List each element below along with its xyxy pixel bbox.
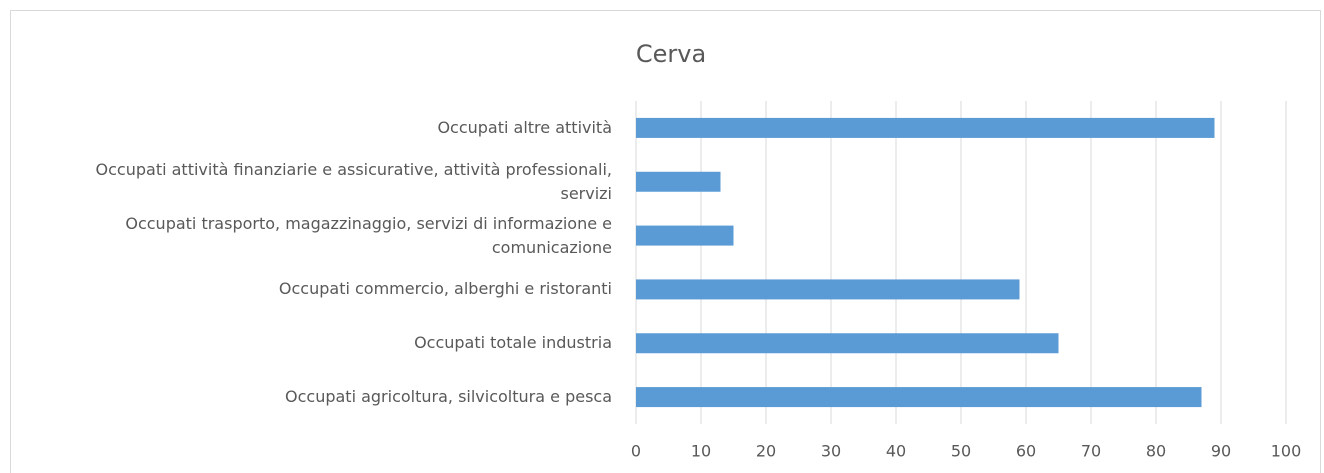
x-tick-label: 20 [756, 442, 776, 461]
x-tick-label: 40 [886, 442, 906, 461]
x-tick-label: 0 [631, 442, 641, 461]
y-tick-label: Occupati totale industria [414, 333, 612, 353]
bar [636, 225, 734, 246]
bar [636, 387, 1202, 408]
y-tick-label: Occupati trasporto, magazzinaggio, servi… [125, 213, 612, 257]
bar [636, 171, 721, 192]
x-tick-label: 30 [821, 442, 841, 461]
bar [636, 333, 1059, 354]
chart-title: Cerva [636, 40, 706, 68]
y-tick-label: Occupati agricoltura, silvicoltura e pes… [285, 387, 612, 407]
x-tick-label: 90 [1211, 442, 1231, 461]
x-tick-label: 60 [1016, 442, 1036, 461]
y-tick-label: Occupati commercio, alberghi e ristorant… [278, 279, 612, 299]
x-tick-label: 70 [1081, 442, 1101, 461]
y-tick-label: Occupati attività finanziarie e assicura… [95, 159, 612, 203]
x-tick-label: 50 [951, 442, 971, 461]
chart-border [10, 10, 1321, 473]
bar [636, 279, 1020, 300]
x-tick-label: 80 [1146, 442, 1166, 461]
bar [636, 117, 1215, 138]
y-tick-label: Occupati altre attività [437, 117, 612, 137]
x-tick-label: 10 [691, 442, 711, 461]
x-tick-label: 100 [1271, 442, 1302, 461]
